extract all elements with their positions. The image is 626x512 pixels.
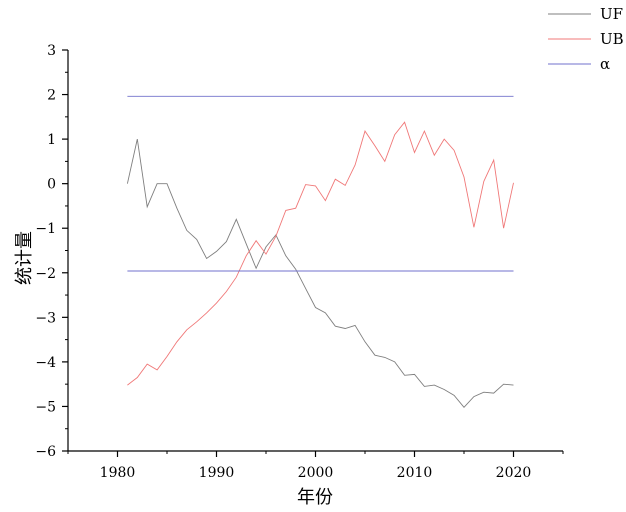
y-tick-label: 0 xyxy=(47,177,56,193)
x-tick-label: 2000 xyxy=(298,465,334,481)
series-line-UF xyxy=(126,139,514,408)
series-line-UB xyxy=(127,121,514,386)
y-axis-title: 统计量 xyxy=(14,231,35,285)
y-ticks: 3 2 1 0 −1 −2 −3 −4 −5 −6 xyxy=(35,43,68,460)
x-tick-label: 2020 xyxy=(496,465,532,481)
x-tick-label: 1990 xyxy=(199,465,235,481)
axes xyxy=(67,50,563,452)
x-axis-title: 年份 xyxy=(297,487,333,508)
y-tick-label: 1 xyxy=(47,132,56,148)
y-tick-label: −2 xyxy=(35,266,56,282)
legend-label: α xyxy=(600,55,610,73)
y-tick-label: −1 xyxy=(35,221,56,237)
legend: UF UB α xyxy=(548,5,624,73)
y-tick-label: −6 xyxy=(35,444,56,460)
y-tick-label: −5 xyxy=(35,399,56,415)
plot-lines xyxy=(126,95,514,408)
x-tick-label: 1980 xyxy=(100,465,136,481)
y-tick-label: −4 xyxy=(35,355,56,371)
legend-label: UB xyxy=(600,30,624,48)
y-tick-label: 2 xyxy=(47,88,56,104)
y-tick-label: −3 xyxy=(35,310,56,326)
x-ticks: 1980 1990 2000 2010 2020 xyxy=(67,451,564,481)
y-tick-label: 3 xyxy=(47,43,56,59)
legend-label: UF xyxy=(600,5,623,23)
x-tick-label: 2010 xyxy=(397,465,433,481)
